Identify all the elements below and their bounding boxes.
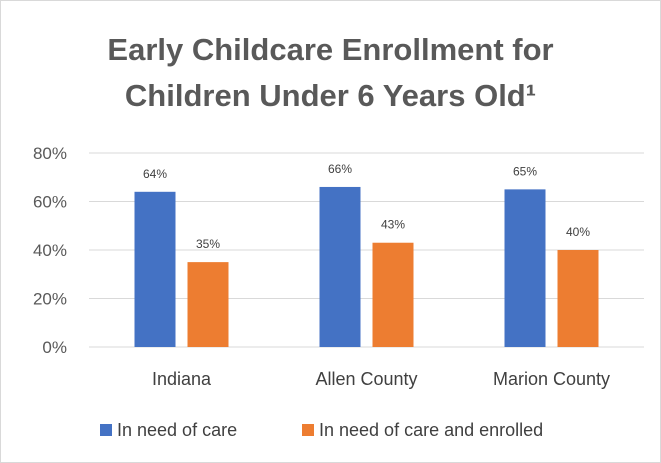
data-labels: 64% 35% 66% 43% 65% 40% xyxy=(143,162,590,251)
data-label: 65% xyxy=(513,164,537,178)
legend: In need of care In need of care and enrol… xyxy=(100,420,543,440)
legend-swatch-enrolled xyxy=(302,424,314,436)
bars xyxy=(134,186,599,347)
data-label: 40% xyxy=(566,225,590,239)
bar-enrolled-allen-county xyxy=(372,242,414,347)
y-axis-ticks: 0% 20% 40% 60% 80% xyxy=(33,144,67,357)
bar-enrolled-marion-county xyxy=(557,250,599,347)
chart-title-line-2: Children Under 6 Years Old¹ xyxy=(124,78,537,113)
chart-title: Early Childcare Enrollment for Children … xyxy=(1,27,660,119)
legend-label-need: In need of care xyxy=(117,420,237,440)
data-label: 66% xyxy=(328,162,352,176)
data-label: 64% xyxy=(143,167,167,181)
legend-swatch-need xyxy=(100,424,112,436)
y-tick-label: 0% xyxy=(42,338,67,357)
y-tick-label: 60% xyxy=(33,193,67,212)
y-tick-label: 80% xyxy=(33,144,67,163)
y-tick-label: 40% xyxy=(33,241,67,260)
legend-label-enrolled: In need of care and enrolled xyxy=(319,420,543,440)
bar-need-marion-county xyxy=(504,189,546,347)
x-category-label: Allen County xyxy=(315,369,417,389)
x-category-label: Indiana xyxy=(152,369,212,389)
y-tick-label: 20% xyxy=(33,290,67,309)
bar-need-indiana xyxy=(134,191,176,347)
chart-title-line-1: Early Childcare Enrollment for xyxy=(107,32,554,67)
x-category-label: Marion County xyxy=(493,369,610,389)
bar-enrolled-indiana xyxy=(187,262,229,347)
bar-need-allen-county xyxy=(319,186,361,347)
data-label: 35% xyxy=(196,237,220,251)
gridlines xyxy=(89,152,644,348)
x-axis-categories: Indiana Allen County Marion County xyxy=(152,369,610,389)
data-label: 43% xyxy=(381,218,405,232)
